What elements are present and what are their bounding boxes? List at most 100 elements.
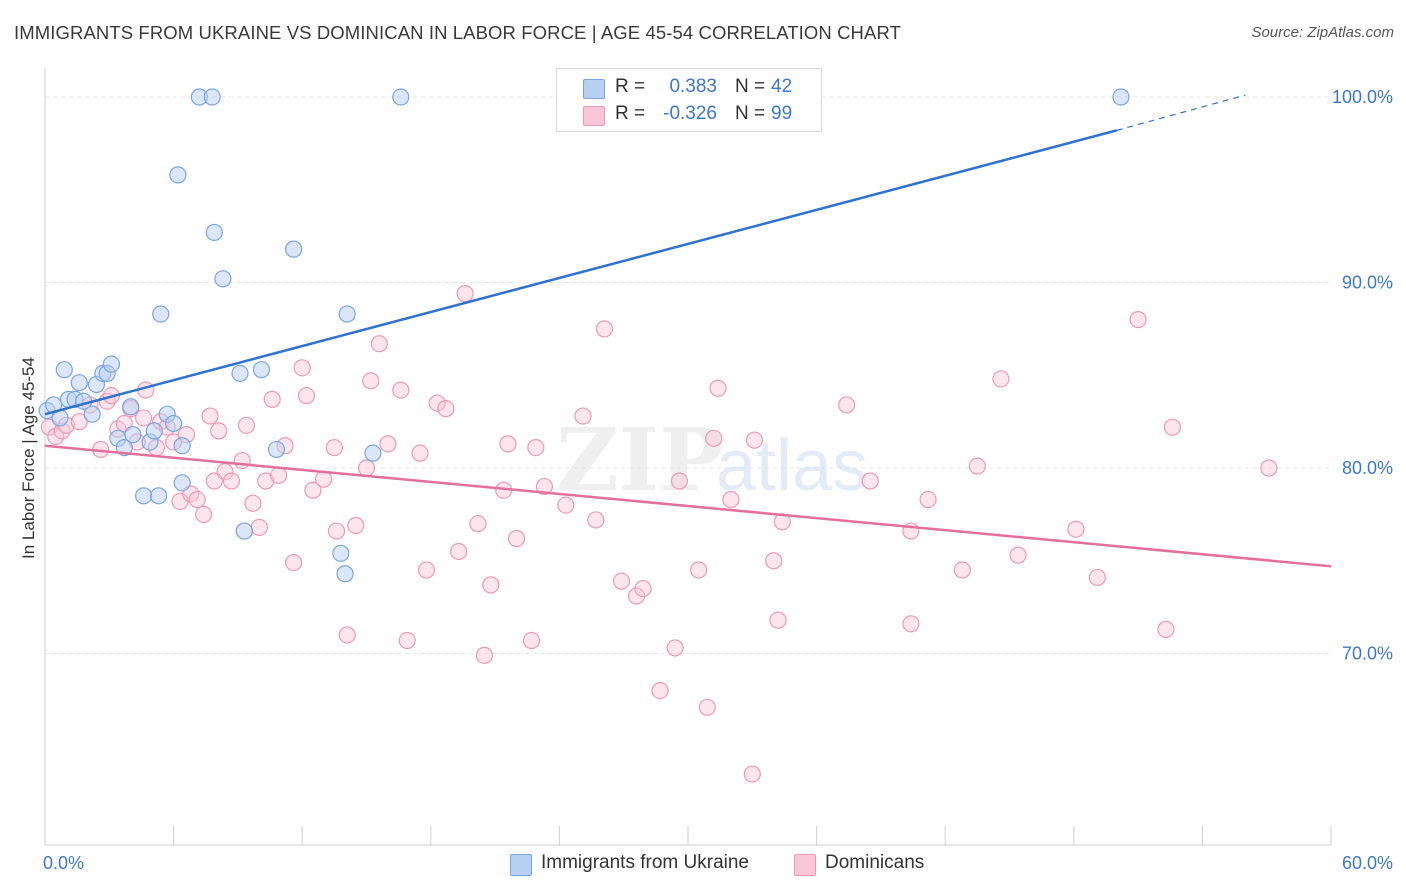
legend-swatch-blue	[583, 79, 605, 99]
dominicans-point	[428, 394, 446, 412]
dominicans-point	[968, 457, 986, 475]
legend-r-value: -0.326	[663, 103, 717, 124]
ukraine-point	[267, 440, 286, 459]
dominicans-point	[527, 438, 545, 457]
ukraine-point	[145, 422, 163, 440]
dominicans-point	[698, 698, 716, 716]
dominicans-point	[1067, 520, 1085, 538]
dominicans-point	[411, 444, 429, 462]
dominicans-point	[270, 466, 288, 485]
dominicans-point	[499, 435, 517, 453]
legend-swatch-pink	[583, 106, 605, 126]
dominicans-point	[233, 451, 251, 470]
dominicans-point	[347, 516, 365, 535]
dominicans-point	[861, 472, 879, 490]
dominicans-point	[188, 490, 206, 509]
dominicans-point	[325, 438, 343, 457]
ukraine-point	[203, 88, 221, 106]
dominicans-point	[237, 416, 256, 434]
tick-labels: 70.0% 80.0% 90.0% 100.0% 0.0% 60.0%	[43, 87, 1393, 873]
source-credit: Source: ZipAtlas.com	[1251, 24, 1394, 41]
dominicans-point	[475, 646, 493, 664]
dominicans-point	[450, 542, 468, 561]
ukraine-point	[1112, 88, 1130, 106]
ukraine-point	[152, 305, 170, 323]
dominicans-point	[574, 407, 592, 425]
ukraine-point	[165, 414, 183, 433]
dominicans-point	[357, 459, 376, 477]
dominicans-point	[338, 626, 356, 644]
ukraine-point	[102, 355, 121, 373]
ukraine-point	[70, 374, 88, 392]
dominicans-point	[297, 387, 316, 405]
dominicans-point	[134, 409, 153, 427]
ukraine-point	[173, 474, 191, 492]
x-tick-label: 60.0%	[1342, 853, 1393, 873]
y-tick-label: 80.0%	[1342, 458, 1393, 478]
y-tick-label: 70.0%	[1342, 644, 1393, 664]
legend-swatch-dominicans	[794, 854, 816, 876]
trend-lines	[44, 94, 1332, 568]
ukraine-trend-line	[44, 129, 1117, 416]
ukraine-point	[124, 426, 142, 444]
dominicans-points	[40, 285, 1278, 783]
ukraine-point	[149, 487, 168, 505]
dominicans-trend-line	[44, 444, 1332, 568]
legend-n-value: 99	[771, 103, 793, 124]
legend-label-ukraine: Immigrants from Ukraine	[541, 852, 749, 873]
dominicans-point	[705, 429, 723, 447]
dominicans-point	[690, 561, 708, 579]
ukraine-point	[55, 361, 73, 379]
dominicans-point	[201, 407, 219, 425]
dominicans-point	[398, 631, 416, 650]
legend-n-label: N =	[735, 76, 766, 97]
dominicans-point	[902, 615, 920, 633]
ukraine-point	[205, 223, 223, 242]
ukraine-point	[169, 166, 187, 184]
y-tick-label: 90.0%	[1342, 273, 1393, 293]
y-tick-label: 100.0%	[1332, 87, 1393, 107]
ukraine-point	[252, 361, 271, 379]
dominicans-point	[745, 431, 764, 449]
dominicans-point	[1157, 620, 1175, 638]
ukraine-point	[336, 565, 354, 583]
dominicans-point	[70, 413, 88, 431]
dominicans-point	[392, 381, 410, 399]
dominicans-point	[362, 372, 380, 390]
dominicans-point	[327, 522, 346, 540]
dominicans-point	[1163, 418, 1181, 436]
legend-n-value: 42	[771, 76, 793, 97]
dominicans-point	[651, 681, 669, 700]
dominicans-point	[379, 435, 397, 453]
ukraine-point	[392, 88, 410, 106]
dominicans-point	[769, 611, 787, 629]
dominicans-point	[953, 561, 971, 579]
x-tick-label: 0.0%	[43, 853, 84, 873]
dominicans-point	[195, 505, 213, 523]
watermark: ZIP atlas	[556, 410, 868, 511]
legend-r-value: 0.383	[669, 76, 717, 97]
dominicans-point	[469, 515, 487, 533]
dominicans-point	[293, 359, 311, 377]
dominicans-point	[709, 379, 727, 397]
ukraine-trend-extension	[1116, 94, 1246, 131]
dominicans-point	[919, 490, 937, 509]
dominicans-point	[612, 572, 631, 590]
dominicans-point	[670, 472, 689, 490]
dominicans-point	[250, 518, 268, 536]
ukraine-point	[173, 437, 191, 455]
dominicans-point	[304, 481, 322, 499]
dominicans-point	[244, 494, 262, 512]
dominicans-point	[557, 496, 575, 514]
dominicans-point	[666, 639, 684, 657]
dominicans-point	[210, 422, 228, 440]
watermark-atlas: atlas	[716, 426, 868, 506]
dominicans-point	[417, 561, 436, 579]
ukraine-point	[285, 240, 303, 258]
dominicans-point	[595, 320, 614, 338]
dominicans-point	[1088, 568, 1106, 587]
dominicans-point	[838, 396, 856, 414]
legend-n-label: N =	[735, 103, 766, 124]
dominicans-point	[370, 335, 388, 353]
